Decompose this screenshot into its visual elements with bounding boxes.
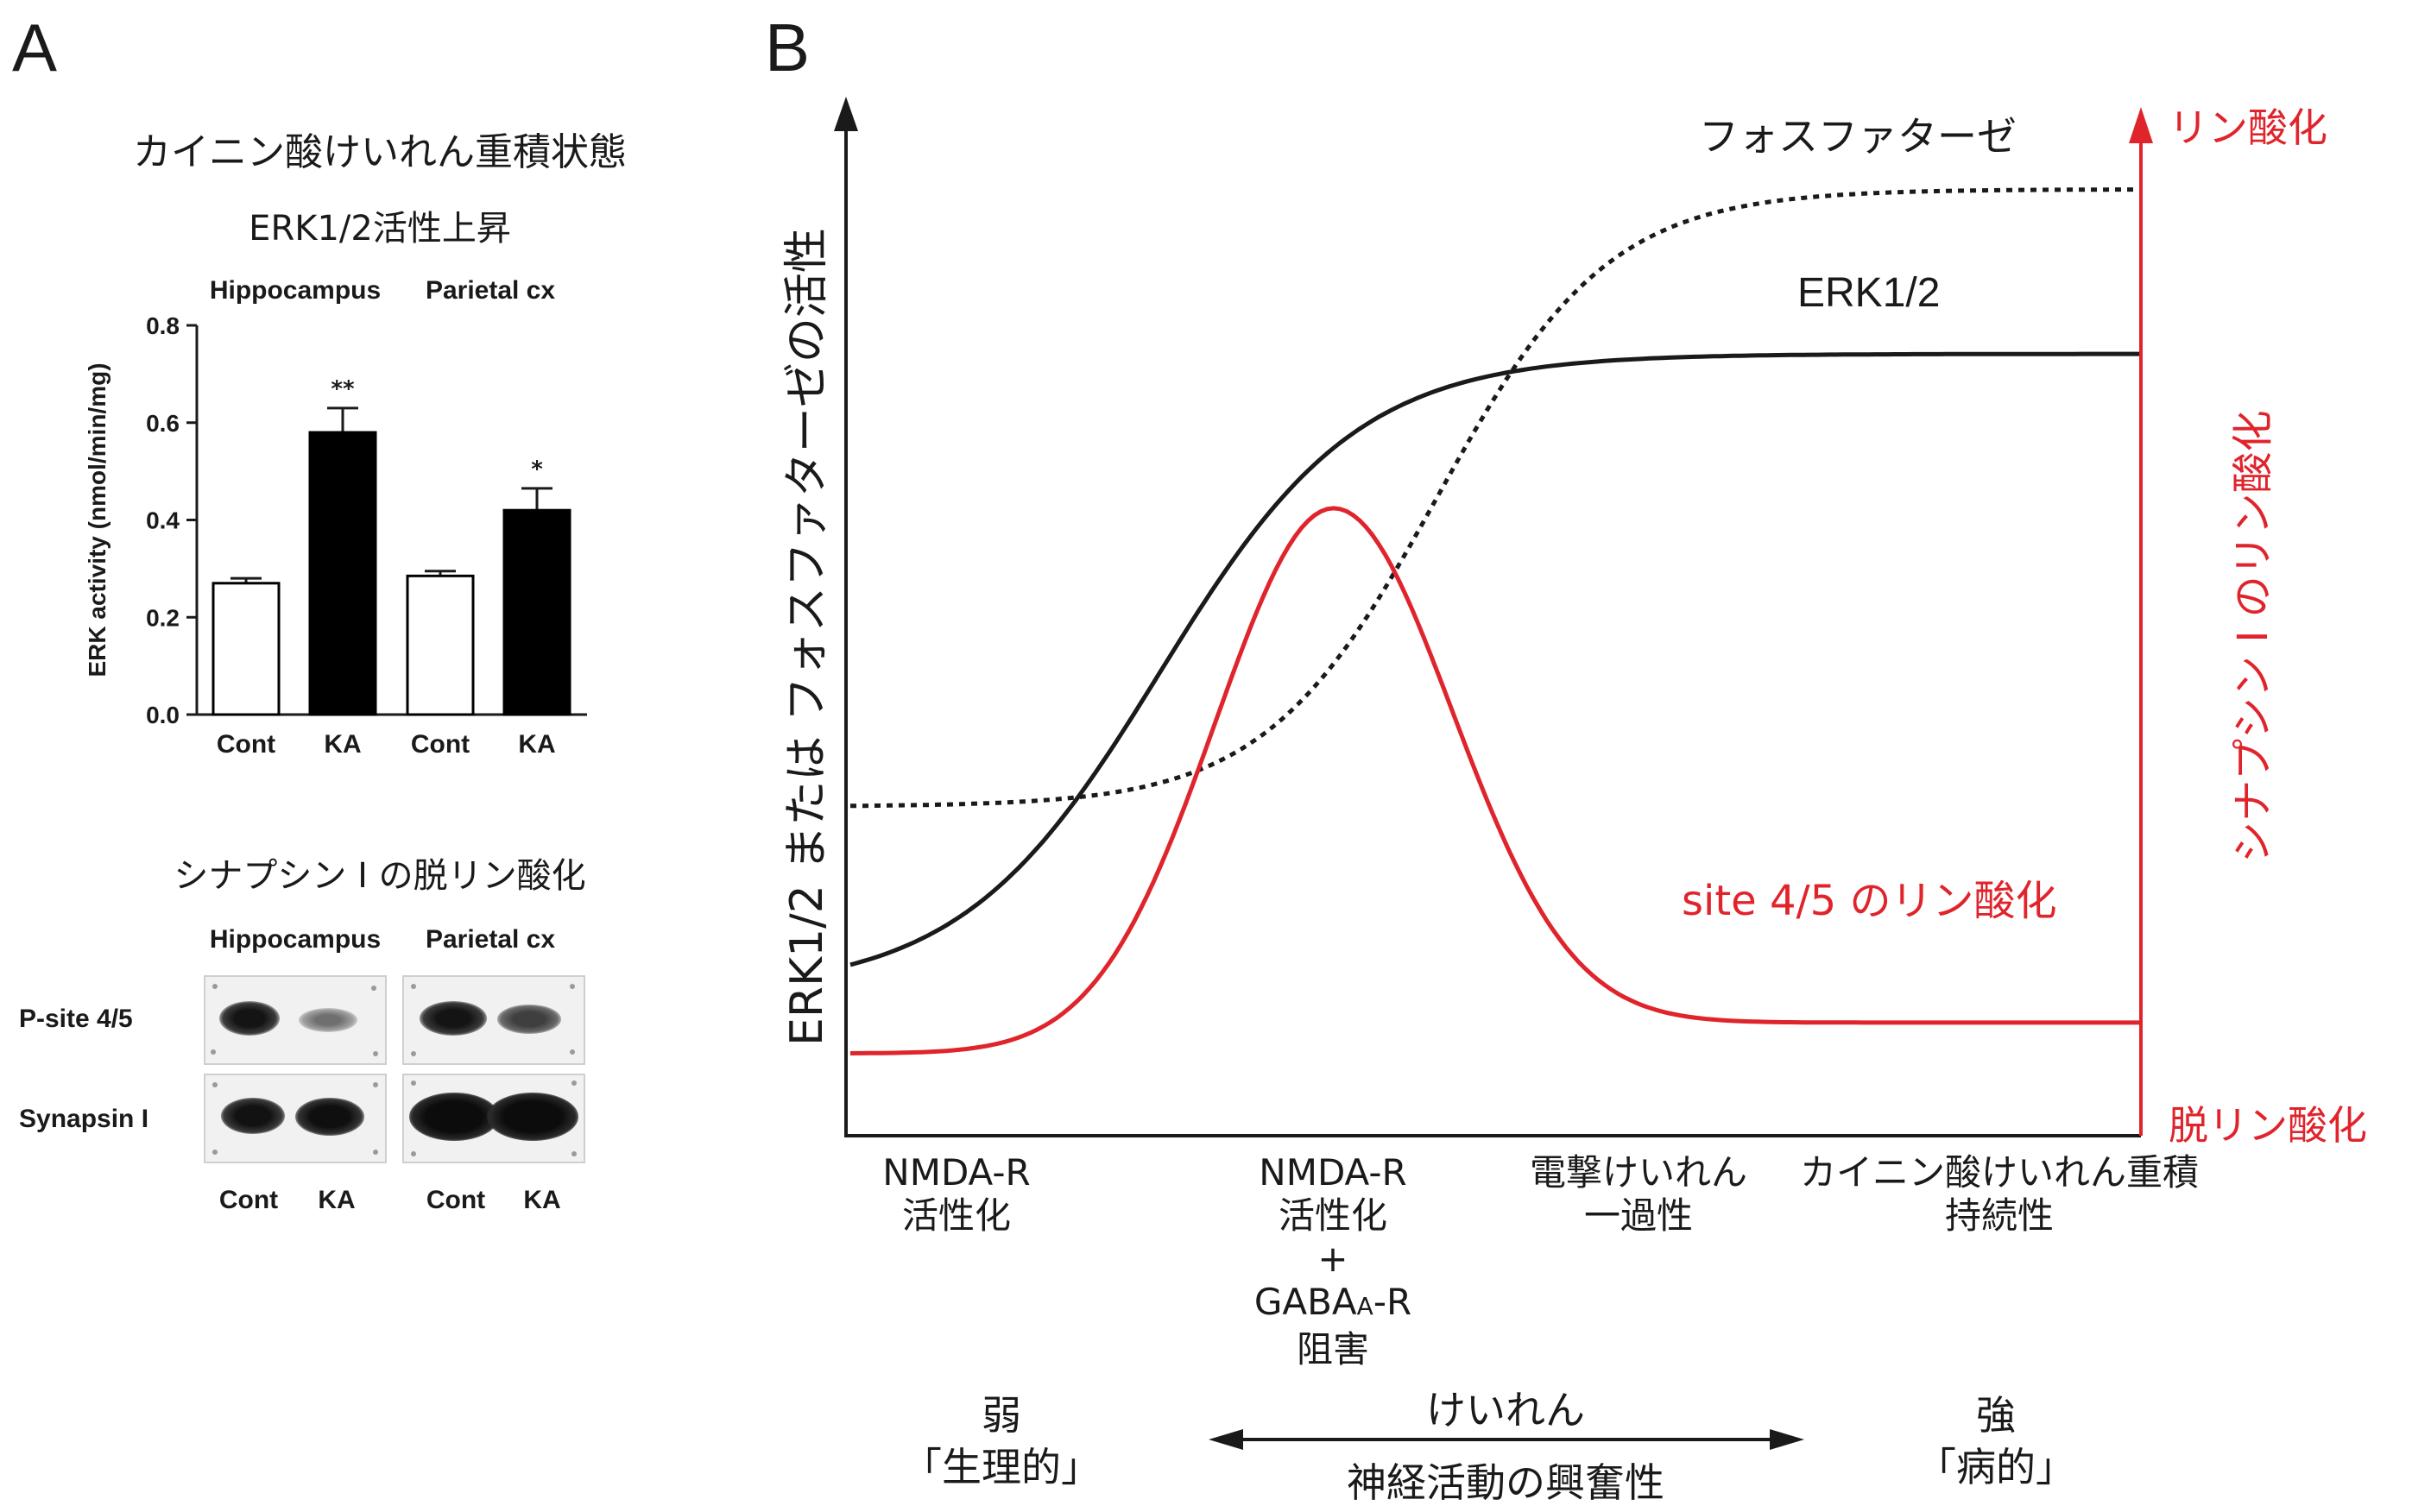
right-axis-label: シナプシン I のリン酸化: [2229, 410, 2277, 863]
condition-electroshock: 電撃けいれん 一過性: [1530, 1151, 1747, 1238]
condition-line: カイニン酸けいれん重積: [1799, 1151, 2200, 1194]
blot-lane-label: KA: [318, 1186, 356, 1214]
curve-erk: [849, 351, 2139, 967]
curve-site45: [849, 506, 2139, 1055]
y-tick-label: 0.6: [146, 410, 180, 437]
condition-line-gaba: GABAA-R: [1254, 1281, 1411, 1328]
blot-region-parietal: Parietal cx: [425, 925, 556, 954]
blot-row-label-psite: P-site 4/5: [19, 1005, 133, 1033]
gaba-suffix: -R: [1373, 1281, 1412, 1323]
blot-row-label-synapsin: Synapsin I: [19, 1105, 149, 1133]
gaba-text: GABA: [1253, 1281, 1357, 1323]
arrow-label-bottom: 神経活動の興奮性: [1347, 1459, 1664, 1506]
panel-letter-a: A: [12, 9, 58, 85]
blot-region-hippocampus: Hippocampus: [209, 925, 382, 954]
condition-line: 活性化: [1278, 1194, 1388, 1237]
arrow-left-icon: [1209, 1429, 1243, 1450]
panel-letter-b: B: [765, 9, 811, 85]
arrow-right-icon: [1770, 1429, 1804, 1450]
bar: [308, 431, 377, 716]
x-tick-label: KA: [324, 730, 361, 759]
condition-nmda-gaba: NMDA-R 活性化 + GABAA-R 阻害: [1254, 1151, 1411, 1371]
curve-label-phosphatase: フォスファターゼ: [1699, 113, 2017, 160]
y-axis-label: ERK1/2 または フォスファターゼの活性: [781, 228, 833, 1046]
curve-phosphatase: [849, 187, 2139, 809]
curve-label-erk: ERK1/2: [1797, 270, 1941, 316]
blot-hippocampus-synapsin: [204, 1074, 387, 1163]
panel-a-title: カイニン酸けいれん重積状態: [133, 130, 627, 174]
condition-line: 一過性: [1583, 1194, 1694, 1237]
blot-parietal-synapsin: [402, 1074, 585, 1163]
bar-chart-title: ERK1/2活性上昇: [249, 209, 511, 249]
x-tick-label: KA: [518, 730, 555, 759]
y-tick-label: 0.0: [146, 702, 180, 728]
y-tick-label: 0.4: [146, 507, 180, 534]
y-axis-arrow-icon: [834, 97, 858, 131]
arrow-label-top: けいれん: [1426, 1387, 1585, 1433]
region-label-hippocampus: Hippocampus: [209, 276, 382, 305]
blot-lane-label: Cont: [218, 1186, 279, 1214]
blot-lane-label: Cont: [426, 1186, 486, 1214]
x-tick-label: Cont: [217, 730, 275, 759]
scale-weak: 弱: [982, 1392, 1021, 1439]
right-axis-arrow-icon: [2129, 107, 2153, 143]
significance-marker: *: [531, 457, 543, 482]
scale-weak-sub: 「生理的」: [902, 1444, 1101, 1490]
y-tick-label: 0.2: [146, 604, 180, 631]
condition-line: NMDA-R: [882, 1151, 1031, 1194]
gaba-subscript: A: [1356, 1292, 1373, 1320]
scale-strong: 強: [1976, 1392, 2016, 1439]
condition-line: 阻害: [1296, 1328, 1370, 1370]
blot-title: シナプシン I の脱リン酸化: [174, 856, 586, 896]
condition-kainate: カイニン酸けいれん重積 持続性: [1800, 1151, 2199, 1238]
significance-marker: **: [331, 376, 355, 402]
bar: [502, 508, 571, 716]
condition-line: 持続性: [1944, 1194, 2055, 1237]
condition-line: NMDA-R: [1259, 1151, 1407, 1194]
blot-hippocampus-psite: [204, 975, 387, 1065]
bar-y-axis-label: ERK activity (nmol/min/mg): [84, 362, 110, 677]
right-label-dephosphorylation: 脱リン酸化: [2169, 1102, 2367, 1149]
scale-strong-sub: 「病的」: [1916, 1444, 2075, 1490]
blot-parietal-psite: [402, 975, 585, 1065]
condition-line: 電撃けいれん: [1529, 1151, 1748, 1194]
right-label-phosphorylation: リン酸化: [2169, 104, 2327, 151]
erk-bar-chart: 0.0 0.2 0.4 0.6 0.8 ERK activity (nmol/min/mg…: [84, 312, 587, 759]
region-label-parietal: Parietal cx: [425, 276, 556, 305]
blot-lane-label: KA: [523, 1186, 561, 1214]
y-tick-label: 0.8: [146, 312, 180, 339]
curve-label-site45: site 4/5 のリン酸化: [1682, 877, 2057, 925]
condition-nmda: NMDA-R 活性化: [882, 1151, 1030, 1238]
bar: [406, 574, 475, 716]
condition-line: +: [1317, 1238, 1348, 1280]
x-tick-label: Cont: [411, 730, 470, 759]
condition-line: 活性化: [901, 1194, 1011, 1237]
bar: [212, 582, 281, 716]
